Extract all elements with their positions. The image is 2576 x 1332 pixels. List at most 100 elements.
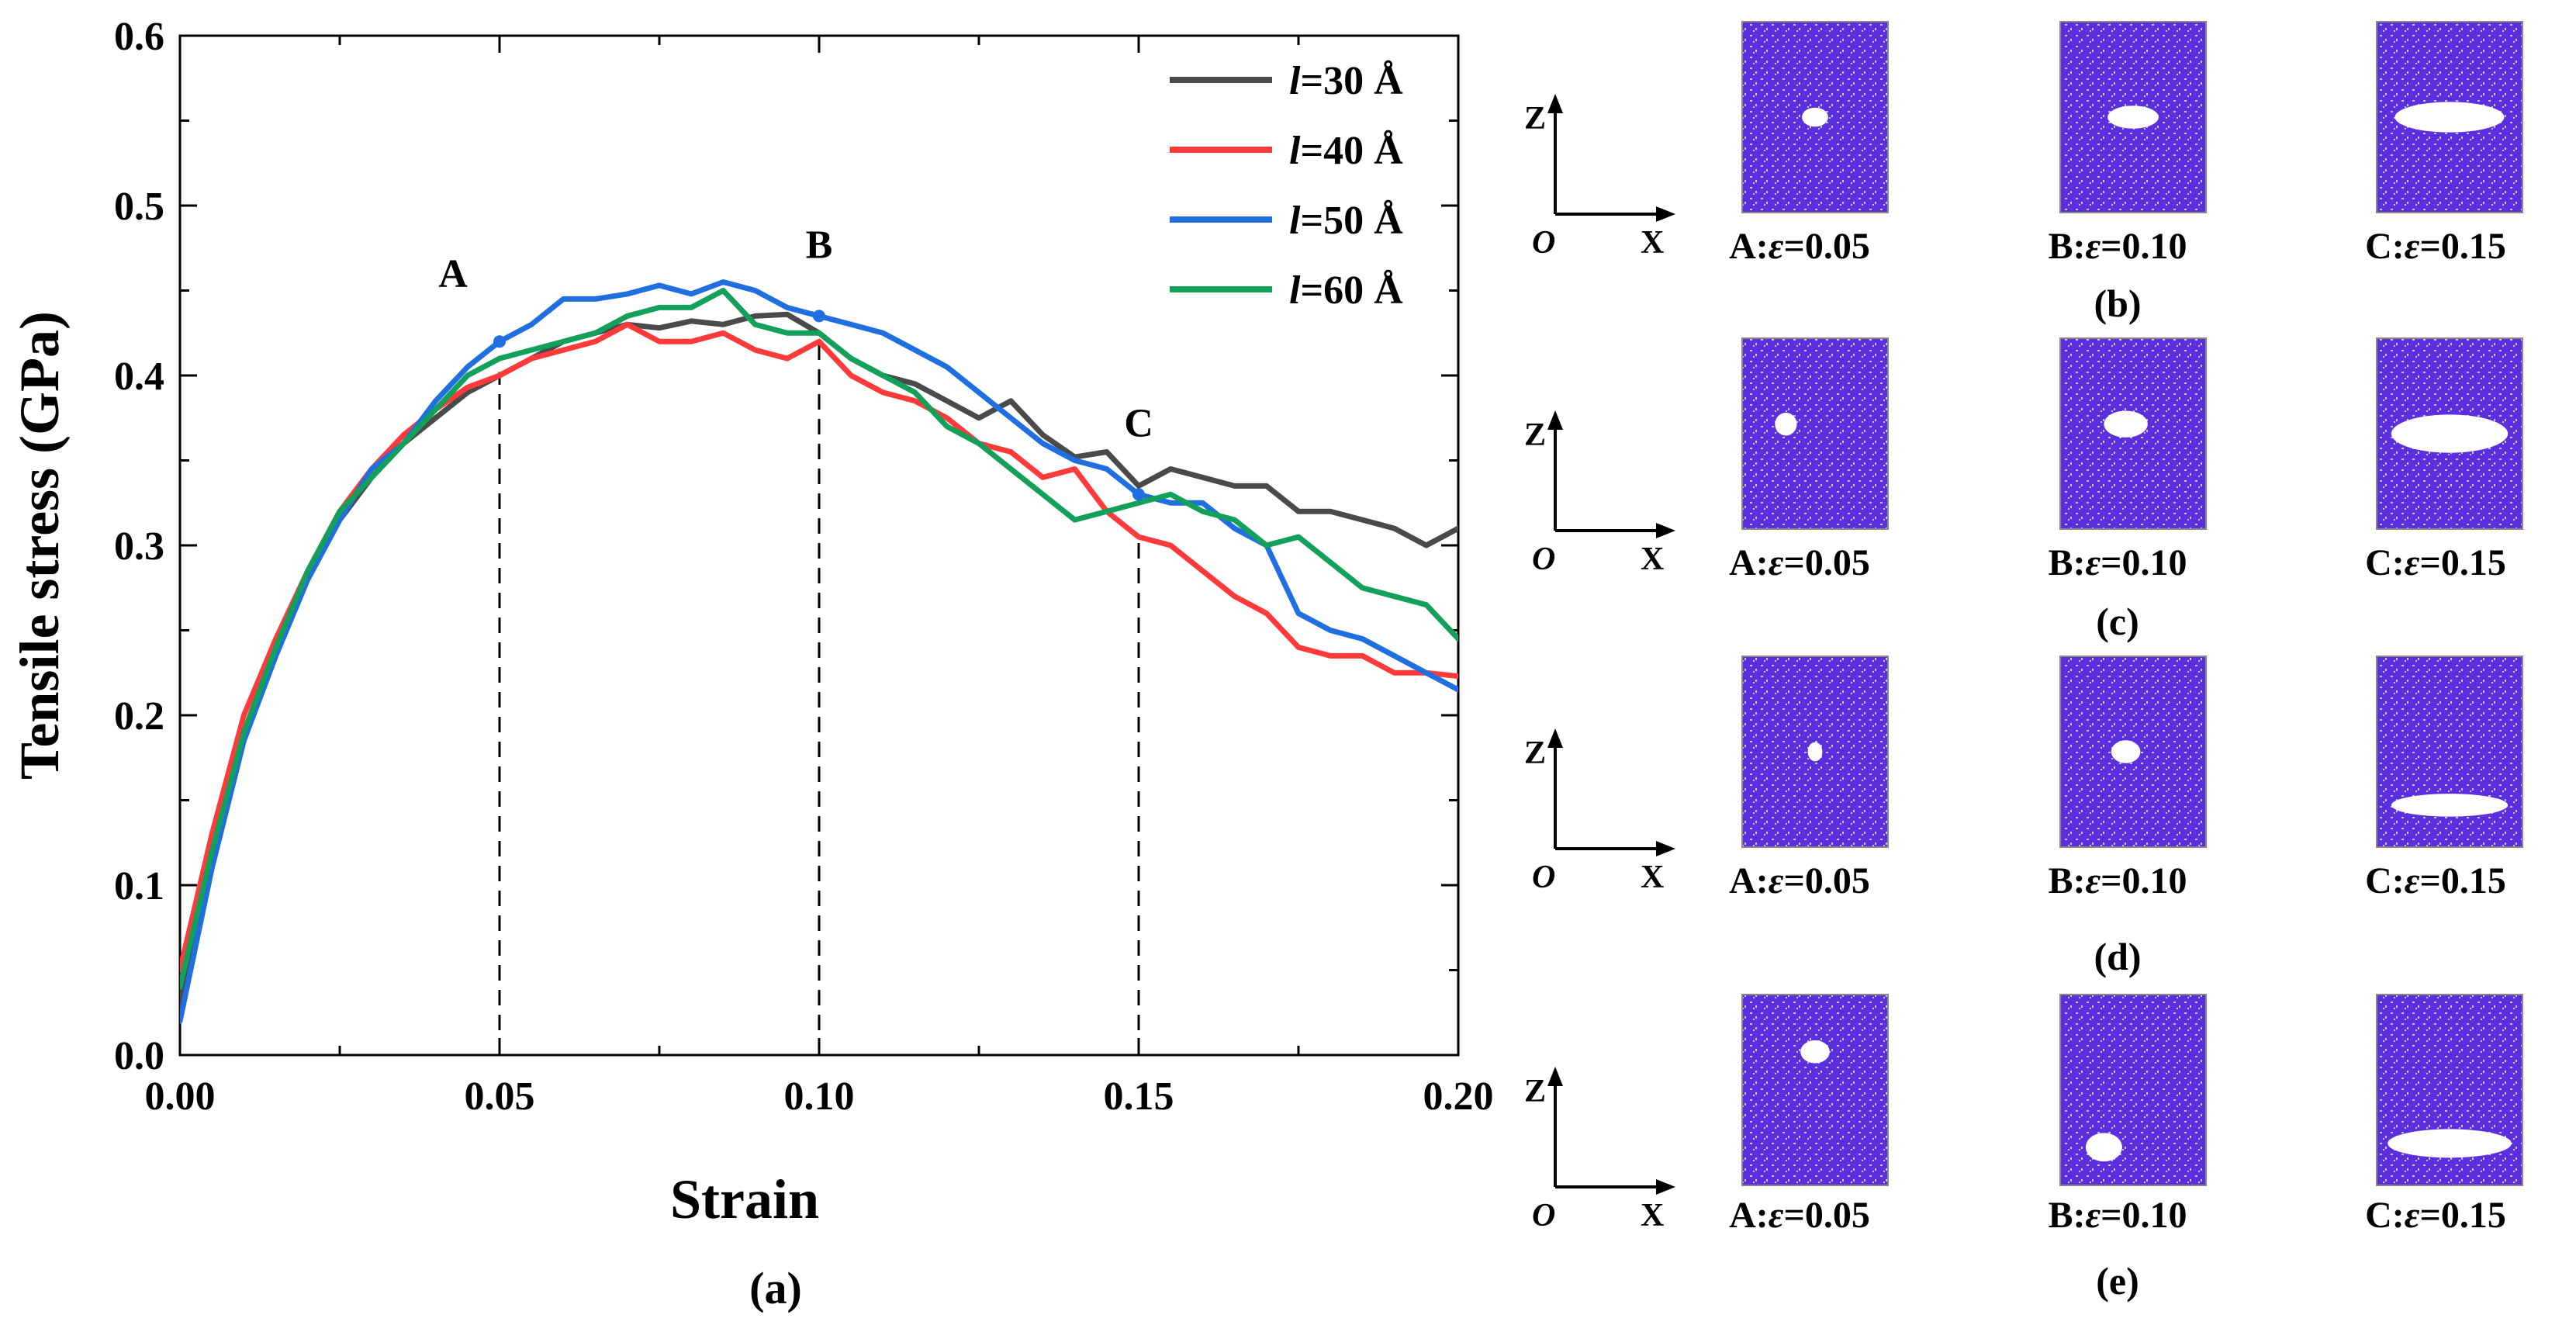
y-tick-label: 0.5 [114,185,164,229]
x-axis-label-small: X [1641,1198,1664,1233]
x-axis-label: Strain [670,1168,819,1230]
series-line-4 [180,288,1458,990]
y-tick-label: 0.2 [114,694,164,739]
z-arrow-icon [1547,410,1563,430]
snapshot-label-value: =0.10 [2101,1195,2187,1236]
y-tick-label: 0.4 [114,355,164,399]
snapshot-label-prefix: A: [1729,860,1769,901]
snapshot-label: C:ε=0.15 [2365,226,2506,267]
y-tick-label: 0.1 [114,864,164,908]
x-arrow-icon [1656,1179,1675,1195]
reference-marker-B [813,310,825,323]
snapshot-label-value: =0.05 [1783,226,1869,267]
z-axis-label: Z [1524,101,1546,137]
x-axis-label-small: X [1641,860,1664,895]
z-arrow-icon [1547,94,1563,113]
snapshot-label-prefix: C: [2365,226,2405,267]
snapshot-label: B:ε=0.10 [2048,1195,2187,1236]
x-tick-label: 0.20 [1423,1074,1494,1119]
x-tick-label: 0.15 [1104,1074,1174,1119]
snapshot-label-value: =0.05 [1783,860,1869,901]
legend: l=30 Ål=40 Ål=50 Ål=60 Å [1170,59,1403,313]
snapshot-label-var: ε [2405,860,2420,901]
legend-var: l [1289,59,1301,103]
panel-label-a: (a) [749,1263,802,1313]
snapshot-label: B:ε=0.10 [2048,860,2187,901]
panel-label: (c) [2096,600,2139,643]
snapshot-label-prefix: B: [2048,542,2085,583]
panel-d: ZO X A:ε=0.05 B:ε=0.10 C:ε=0.15(d) [1524,656,2523,978]
snapshot-label-value: =0.15 [2419,1195,2505,1236]
legend-text: =50 Å [1300,199,1403,243]
snapshot-label-value: =0.15 [2419,860,2505,901]
z-arrow-icon [1547,728,1563,748]
reference-label-A: A [438,252,468,296]
x-tick-label: 0.05 [465,1074,535,1119]
x-axis-label-small: X [1641,541,1664,577]
panel-label: (e) [2096,1259,2139,1303]
snapshot-label-var: ε [2405,226,2420,267]
snapshot-label: B:ε=0.10 [2048,542,2187,583]
x-arrow-icon [1656,523,1675,538]
void-region [1802,107,1828,127]
snapshot-image [1741,994,1889,1186]
snapshot-label-prefix: A: [1729,226,1769,267]
reference-marker-C [1132,488,1145,501]
snapshot-label-var: ε [1769,1195,1784,1236]
snapshot-label-value: =0.10 [2101,542,2187,583]
void-region [2394,102,2505,133]
snapshot-label-var: ε [2085,860,2101,901]
legend-var: l [1289,268,1301,313]
snapshot-label-prefix: B: [2048,1195,2085,1236]
snapshot-label-prefix: C: [2365,542,2405,583]
reference-lines [498,333,1140,1055]
legend-var: l [1289,199,1301,243]
origin-label: O [1532,860,1555,895]
y-tick-label: 0.3 [114,524,164,569]
snapshot-label-value: =0.10 [2101,226,2187,267]
panel-e: ZO X A:ε=0.05 B:ε=0.10 C:ε=0.15(e) [1524,994,2523,1303]
legend-var: l [1289,129,1301,173]
reference-markers: A B C [438,223,1153,501]
y-axis-ticks: 0.0 0.1 0.2 0.3 0.4 0.5 0.6 [114,15,1458,1078]
snapshot-label-value: =0.15 [2419,542,2505,583]
snapshot-label: A:ε=0.05 [1729,1195,1870,1236]
legend-text: =60 Å [1300,268,1403,313]
snapshot-label: C:ε=0.15 [2365,542,2506,583]
snapshot-label-prefix: B: [2048,860,2085,901]
snapshot-label-prefix: C: [2365,1195,2405,1236]
reference-label-B: B [806,223,833,267]
snapshot-label-var: ε [2085,226,2101,267]
snapshot-label: C:ε=0.15 [2365,1195,2506,1236]
panel-c: ZO X A:ε=0.05 B:ε=0.10 C:ε=0.15(c) [1524,337,2523,643]
snapshot-label-var: ε [2085,542,2101,583]
snapshot-image [2376,656,2523,848]
void-region [2085,1133,2122,1162]
legend-entry-2: l=40 Å [1289,129,1403,173]
snapshot-label: B:ε=0.10 [2048,226,2187,267]
reference-label-C: C [1124,401,1153,445]
snapshot-label: A:ε=0.05 [1729,860,1870,901]
x-tick-label: 0.10 [784,1074,855,1119]
snapshot-label-var: ε [1769,542,1784,583]
void-region [2391,414,2509,453]
snapshot-label-value: =0.10 [2101,860,2187,901]
z-axis-label: Z [1524,417,1546,453]
x-arrow-icon [1656,206,1675,222]
snapshot-label-var: ε [2405,542,2420,583]
void-region [2111,740,2141,763]
x-axis-ticks: 0.00 0.05 0.10 0.15 0.20 [145,36,1494,1119]
void-region [2391,794,2509,817]
x-arrow-icon [1656,841,1675,856]
snapshot-label-prefix: A: [1729,542,1769,583]
legend-entry-4: l=60 Å [1289,268,1403,313]
stress-strain-chart: 0.00.10.20.30.40.50.6 0.00 0.05 0.10 0.15 0.… [9,15,1494,1313]
snapshot-label-prefix: C: [2365,860,2405,901]
snapshot-label-var: ε [1769,226,1784,267]
x-tick-label: 0.00 [145,1074,216,1119]
snapshot-label: A:ε=0.05 [1729,226,1870,267]
void-region [2107,106,2159,129]
origin-label: O [1532,541,1555,577]
